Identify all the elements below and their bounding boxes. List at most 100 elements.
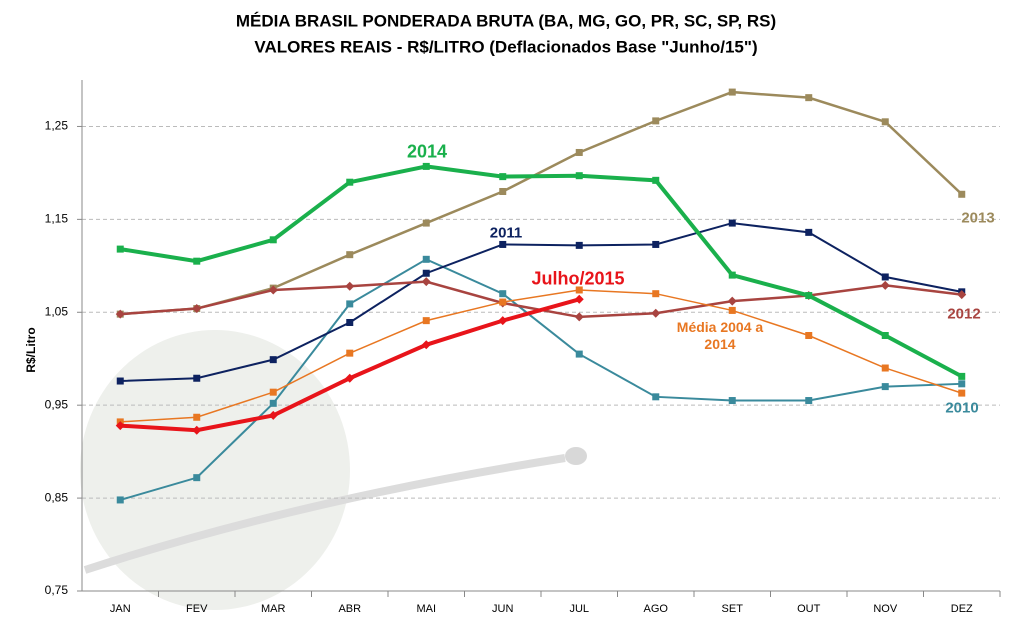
- marker: [193, 474, 201, 482]
- marker: [728, 271, 736, 279]
- marker: [575, 350, 583, 358]
- marker: [728, 219, 736, 227]
- marker: [575, 241, 583, 249]
- marker: [268, 410, 278, 420]
- marker: [652, 117, 660, 125]
- marker: [727, 296, 737, 306]
- marker: [422, 317, 430, 325]
- marker: [421, 277, 431, 287]
- marker: [805, 332, 813, 339]
- marker: [881, 332, 889, 339]
- marker: [499, 298, 507, 306]
- x-tick-label: JUN: [492, 603, 513, 615]
- marker: [574, 294, 584, 304]
- y-tick-label: 0,95: [45, 397, 69, 411]
- background-swoosh: [83, 454, 566, 574]
- marker: [346, 251, 354, 259]
- marker: [269, 399, 277, 407]
- marker: [652, 290, 660, 298]
- marker: [651, 308, 661, 318]
- x-tick-label: JUL: [569, 603, 589, 615]
- marker: [345, 373, 355, 383]
- marker: [498, 316, 508, 326]
- x-tick-label: OUT: [797, 603, 821, 615]
- marker: [881, 383, 889, 391]
- marker: [268, 285, 278, 295]
- background-globe: [80, 330, 350, 610]
- x-tick-label: DEZ: [951, 603, 973, 615]
- marker: [269, 236, 277, 244]
- marker: [193, 257, 201, 265]
- series-label: 2011: [489, 224, 523, 242]
- marker: [269, 388, 277, 396]
- marker: [652, 393, 660, 401]
- marker: [422, 255, 430, 263]
- series-line: [119, 164, 963, 379]
- marker: [193, 374, 201, 382]
- x-tick-label: ABR: [338, 603, 361, 615]
- marker: [422, 162, 430, 170]
- marker: [574, 312, 584, 322]
- series-line: [120, 289, 962, 423]
- series-line: [119, 258, 962, 501]
- marker: [881, 273, 889, 281]
- marker: [346, 349, 354, 357]
- marker: [346, 318, 354, 326]
- marker: [499, 240, 507, 248]
- y-axis-label: R$/Litro: [24, 327, 38, 372]
- marker: [881, 364, 889, 372]
- marker: [575, 172, 583, 180]
- y-tick-label: 1,15: [45, 212, 69, 226]
- series-line: [120, 222, 962, 383]
- x-tick-label: FEV: [186, 603, 208, 615]
- marker: [346, 178, 354, 186]
- x-tick-label: MAR: [261, 603, 286, 615]
- series-label: 2010: [945, 399, 979, 417]
- marker: [958, 190, 966, 198]
- x-tick-label: MAI: [416, 603, 436, 615]
- chart-subtitle: VALORES REAIS - R$/LITRO (Deflacionados …: [254, 37, 757, 56]
- series-line: [120, 90, 963, 316]
- marker: [422, 219, 430, 227]
- marker: [958, 372, 966, 380]
- marker: [116, 377, 124, 385]
- marker: [421, 340, 431, 350]
- marker: [805, 292, 813, 300]
- marker: [652, 176, 660, 184]
- marker: [805, 228, 813, 236]
- y-tick-label: 1,25: [45, 119, 69, 133]
- series-label: 2012: [947, 305, 981, 323]
- marker: [499, 187, 507, 195]
- marker: [499, 290, 507, 298]
- marker: [346, 300, 354, 308]
- marker: [345, 281, 355, 291]
- x-tick-label: SET: [722, 603, 744, 615]
- marker: [575, 286, 583, 294]
- marker: [805, 94, 813, 102]
- marker: [499, 173, 507, 181]
- x-tick-label: AGO: [644, 603, 669, 615]
- background-dot: [565, 447, 587, 465]
- marker: [728, 397, 736, 405]
- chart-title: MÉDIA BRASIL PONDERADA BRUTA (BA, MG, GO…: [236, 11, 776, 30]
- marker: [115, 421, 125, 431]
- marker: [881, 118, 889, 126]
- marker: [422, 269, 430, 277]
- marker: [880, 280, 890, 290]
- y-tick-label: 0,75: [45, 583, 69, 597]
- marker: [958, 380, 966, 388]
- marker: [805, 397, 813, 405]
- marker: [575, 148, 583, 156]
- marker: [957, 290, 967, 300]
- marker: [728, 306, 736, 314]
- series-label: Média 2004 a 2014: [676, 319, 764, 352]
- series-label: Julho/2015: [531, 268, 625, 289]
- series-label: 2014: [406, 141, 448, 162]
- y-tick-label: 0,85: [45, 490, 69, 504]
- marker: [115, 309, 125, 319]
- marker: [269, 356, 277, 364]
- marker: [652, 240, 660, 248]
- x-tick-label: NOV: [873, 603, 898, 615]
